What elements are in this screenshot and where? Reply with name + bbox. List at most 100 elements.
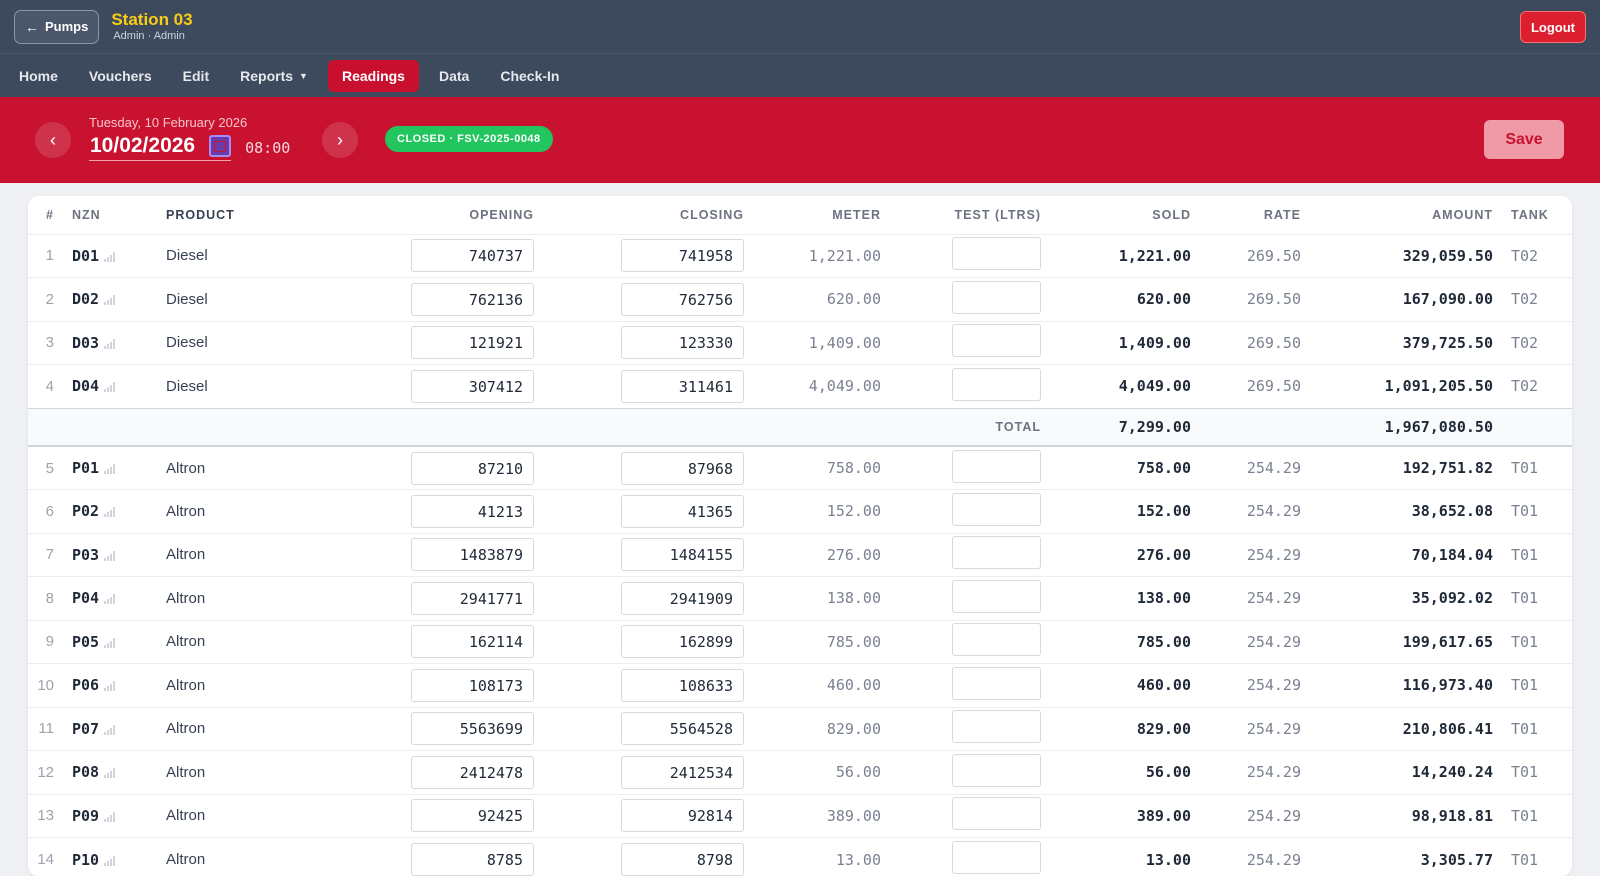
- test-input[interactable]: [952, 580, 1041, 613]
- amount-cell: 167,090.00: [1301, 278, 1493, 322]
- opening-input[interactable]: 162114: [411, 625, 534, 658]
- date-input[interactable]: 10/02/2026: [89, 134, 231, 161]
- logout-button[interactable]: Logout: [1520, 11, 1586, 43]
- nav-item-edit[interactable]: Edit: [172, 60, 220, 92]
- sold-cell: 1,409.00: [1041, 321, 1191, 365]
- test-cell: [881, 751, 1041, 795]
- nzn-cell: P03: [72, 533, 166, 577]
- back-to-pumps-button[interactable]: ← Pumps: [14, 10, 99, 44]
- row-index: 9: [28, 620, 72, 664]
- closing-input[interactable]: 311461: [621, 370, 744, 403]
- test-input[interactable]: [952, 754, 1041, 787]
- opening-input[interactable]: 2941771: [411, 582, 534, 615]
- sold-cell: 276.00: [1041, 533, 1191, 577]
- closing-input[interactable]: 2941909: [621, 582, 744, 615]
- opening-input[interactable]: 1483879: [411, 538, 534, 571]
- opening-input[interactable]: 41213: [411, 495, 534, 528]
- test-input[interactable]: [952, 493, 1041, 526]
- closing-input[interactable]: 2412534: [621, 756, 744, 789]
- col-header-amount: AMOUNT: [1301, 196, 1493, 234]
- product-cell: Altron: [166, 620, 394, 664]
- product-cell: Diesel: [166, 278, 394, 322]
- closing-cell: 5564528: [534, 707, 744, 751]
- chevron-down-icon: ▼: [299, 60, 308, 92]
- test-input[interactable]: [952, 710, 1041, 743]
- closing-input[interactable]: 741958: [621, 239, 744, 272]
- tank-cell: T02: [1493, 365, 1572, 409]
- closing-input[interactable]: 162899: [621, 625, 744, 658]
- nav-label: Check-In: [500, 60, 559, 92]
- opening-input[interactable]: 5563699: [411, 712, 534, 745]
- opening-input[interactable]: 8785: [411, 843, 534, 876]
- test-input[interactable]: [952, 281, 1041, 314]
- tank-cell: T02: [1493, 321, 1572, 365]
- opening-input[interactable]: 121921: [411, 326, 534, 359]
- closing-input[interactable]: 92814: [621, 799, 744, 832]
- closing-cell: 92814: [534, 794, 744, 838]
- meter-cell: 389.00: [744, 794, 881, 838]
- opening-input[interactable]: 762136: [411, 283, 534, 316]
- nav-item-reports[interactable]: Reports▼: [229, 60, 319, 92]
- nzn-cell: P07: [72, 707, 166, 751]
- opening-input[interactable]: 2412478: [411, 756, 534, 789]
- closing-input[interactable]: 5564528: [621, 712, 744, 745]
- amount-cell: 1,091,205.50: [1301, 365, 1493, 409]
- test-input[interactable]: [952, 797, 1041, 830]
- opening-input[interactable]: 108173: [411, 669, 534, 702]
- test-input[interactable]: [952, 368, 1041, 401]
- nav-item-vouchers[interactable]: Vouchers: [78, 60, 163, 92]
- test-input[interactable]: [952, 536, 1041, 569]
- test-input[interactable]: [952, 324, 1041, 357]
- sold-cell: 152.00: [1041, 490, 1191, 534]
- opening-cell: 307412: [394, 365, 534, 409]
- nav-item-data[interactable]: Data: [428, 60, 480, 92]
- nav-item-home[interactable]: Home: [8, 60, 69, 92]
- opening-cell: 87210: [394, 446, 534, 490]
- save-button[interactable]: Save: [1484, 120, 1564, 159]
- rate-cell: 254.29: [1191, 707, 1301, 751]
- product-cell: Altron: [166, 533, 394, 577]
- signal-bars-icon: [104, 856, 117, 866]
- nav-label: Home: [19, 60, 58, 92]
- calendar-icon[interactable]: [209, 135, 231, 157]
- nav-item-readings[interactable]: Readings: [328, 60, 419, 92]
- closing-input[interactable]: 41365: [621, 495, 744, 528]
- test-input[interactable]: [952, 450, 1041, 483]
- nav-label: Readings: [342, 60, 405, 92]
- nzn-cell: P06: [72, 664, 166, 708]
- rate-cell: 269.50: [1191, 234, 1301, 278]
- amount-cell: 116,973.40: [1301, 664, 1493, 708]
- opening-input[interactable]: 740737: [411, 239, 534, 272]
- closing-input[interactable]: 108633: [621, 669, 744, 702]
- test-input[interactable]: [952, 623, 1041, 656]
- closing-input[interactable]: 762756: [621, 283, 744, 316]
- closing-input[interactable]: 8798: [621, 843, 744, 876]
- test-input[interactable]: [952, 841, 1041, 874]
- opening-input[interactable]: 92425: [411, 799, 534, 832]
- opening-input[interactable]: 307412: [411, 370, 534, 403]
- opening-input[interactable]: 87210: [411, 452, 534, 485]
- nzn-code: P08: [72, 763, 99, 781]
- closing-input[interactable]: 1484155: [621, 538, 744, 571]
- previous-day-button[interactable]: ‹: [35, 122, 71, 158]
- signal-bars-icon: [104, 725, 117, 735]
- nzn-code: D02: [72, 290, 99, 308]
- closing-input[interactable]: 123330: [621, 326, 744, 359]
- next-day-button[interactable]: ›: [322, 122, 358, 158]
- sold-cell: 138.00: [1041, 577, 1191, 621]
- test-input[interactable]: [952, 667, 1041, 700]
- nzn-cell: P02: [72, 490, 166, 534]
- closing-cell: 8798: [534, 838, 744, 876]
- amount-cell: 199,617.65: [1301, 620, 1493, 664]
- test-cell: [881, 707, 1041, 751]
- nav-item-check-in[interactable]: Check-In: [489, 60, 570, 92]
- closing-cell: 162899: [534, 620, 744, 664]
- opening-cell: 5563699: [394, 707, 534, 751]
- status-badge: CLOSED · FSV-2025-0048: [385, 126, 553, 152]
- test-input[interactable]: [952, 237, 1041, 270]
- tank-cell: T01: [1493, 794, 1572, 838]
- closing-input[interactable]: 87968: [621, 452, 744, 485]
